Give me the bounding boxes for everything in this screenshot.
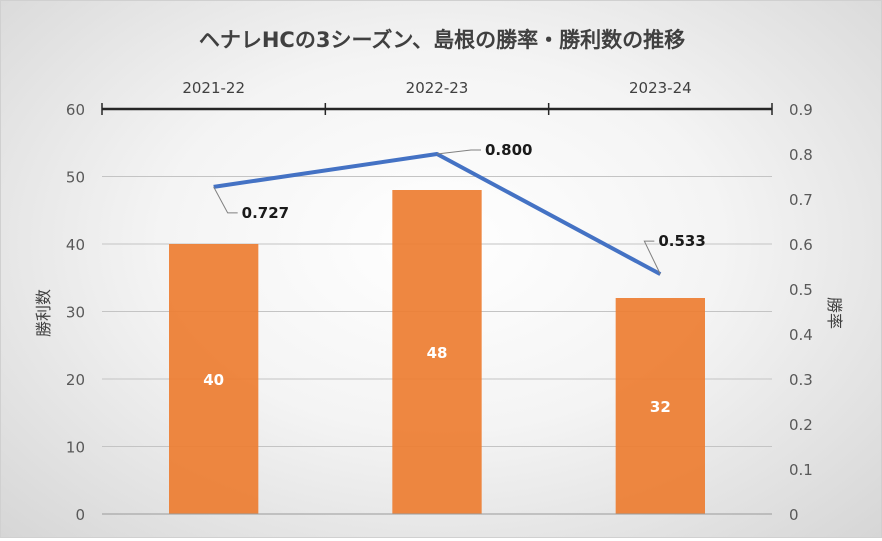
chart-title: ヘナレHCの3シーズン、島根の勝率・勝利数の推移 <box>199 28 685 52</box>
y2-tick-label: 0.2 <box>789 416 813 434</box>
line-data-label: 0.727 <box>242 204 289 222</box>
bar-data-label: 32 <box>650 398 671 416</box>
line-data-label: 0.800 <box>485 141 532 159</box>
axes: 0 10 20 30 40 50 60 0 0.1 0.2 0.3 0.4 0.5 0.6 0.7 0.8 0.… <box>66 79 813 524</box>
bar-data-label: 40 <box>203 371 224 389</box>
y-tick-label: 30 <box>66 304 85 322</box>
y2-tick-label: 0.7 <box>789 191 813 209</box>
y-tick-label: 60 <box>66 101 85 119</box>
line-data-label: 0.533 <box>658 232 705 250</box>
y-tick-label: 50 <box>66 169 85 187</box>
y-tick-label: 20 <box>66 371 85 389</box>
y-tick-label: 10 <box>66 439 85 457</box>
line-series <box>213 149 662 276</box>
bar <box>169 244 259 514</box>
bar-data-label: 48 <box>427 344 448 362</box>
y2-tick-label: 0.8 <box>789 146 813 164</box>
bar-series <box>169 190 705 514</box>
y2-tick-label: 0.4 <box>789 326 813 344</box>
y2-tick-label: 0 <box>789 506 799 524</box>
y2-tick-label: 0.1 <box>789 461 813 479</box>
y-tick-label: 0 <box>75 506 85 524</box>
y2-tick-label: 0.3 <box>789 371 813 389</box>
bar <box>615 298 705 514</box>
leader-line <box>213 186 238 214</box>
y2-tick-label: 0.9 <box>789 101 813 119</box>
x-tick-label: 2021-22 <box>182 79 245 97</box>
leader-line <box>643 240 661 275</box>
y2-axis-title: 勝率 <box>825 297 844 329</box>
y-tick-label: 40 <box>66 236 85 254</box>
x-tick-label: 2023-24 <box>629 79 692 97</box>
bar <box>392 190 482 514</box>
y-axis-title: 勝利数 <box>34 289 53 337</box>
x-tick-label: 2022-23 <box>406 79 469 97</box>
leader-line <box>436 149 481 155</box>
y2-tick-label: 0.5 <box>789 281 813 299</box>
data-labels: 40 48 32 0.727 0.800 0.533 <box>203 141 706 416</box>
y2-tick-label: 0.6 <box>789 236 813 254</box>
